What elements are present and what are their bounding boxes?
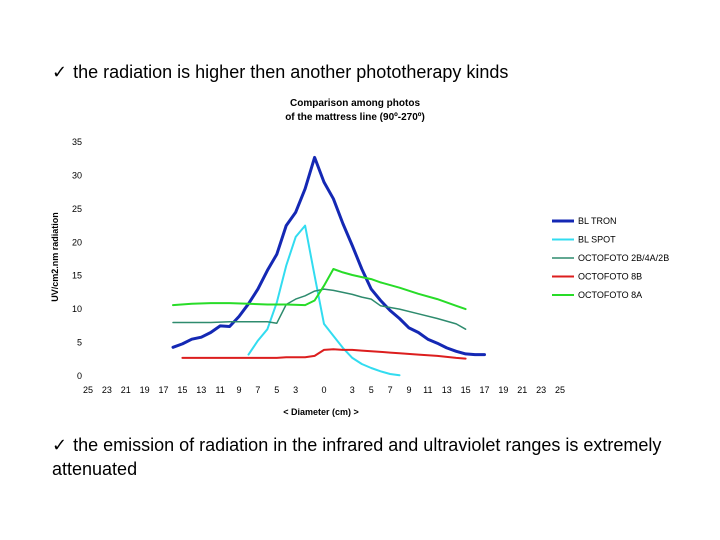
x-tick-label: 21 [517, 385, 527, 395]
chart-title-line1: Comparison among photos [290, 98, 420, 109]
y-tick-label: 0 [77, 371, 82, 381]
x-tick-label: 7 [255, 385, 260, 395]
y-axis-label: UV/cm2.nm radiation [50, 212, 60, 302]
x-tick-label: 17 [479, 385, 489, 395]
x-tick-label: 5 [274, 385, 279, 395]
x-tick-label: 13 [442, 385, 452, 395]
x-tick-label: 9 [406, 385, 411, 395]
x-tick-label: 11 [423, 385, 432, 395]
x-tick-label: 15 [461, 385, 471, 395]
legend-label: OCTOFOTO 8B [578, 272, 642, 282]
x-tick-label: 9 [237, 385, 242, 395]
y-tick-label: 10 [72, 304, 82, 314]
y-tick-label: 25 [72, 204, 82, 214]
legend-label: OCTOFOTO 8A [578, 290, 642, 300]
x-tick-label: 13 [196, 385, 206, 395]
x-tick-label: 19 [498, 385, 508, 395]
series-line [181, 348, 467, 360]
x-tick-label: 7 [388, 385, 393, 395]
x-tick-label: 5 [369, 385, 374, 395]
y-tick-label: 30 [72, 170, 82, 180]
legend-label: OCTOFOTO 2B/4A/2B [578, 253, 669, 263]
series-line [171, 155, 486, 357]
x-tick-label: 23 [102, 385, 112, 395]
series-line [247, 224, 401, 377]
x-tick-label: 3 [293, 385, 298, 395]
y-tick-label: 15 [72, 271, 82, 281]
x-tick-label: 25 [555, 385, 565, 395]
x-axis-label: < Diameter (cm) > [283, 407, 359, 417]
x-tick-label: 21 [121, 385, 131, 395]
x-tick-label: 0 [321, 385, 326, 395]
bullet-point-emission: ✓ the emission of radiation in the infrar… [52, 433, 672, 481]
x-tick-label: 11 [215, 385, 224, 395]
bullet-point-radiation: ✓ the radiation is higher then another ph… [52, 60, 508, 84]
chart-title: Comparison among photos of the mattress … [250, 97, 460, 125]
series-line [172, 268, 467, 311]
x-tick-label: 15 [177, 385, 187, 395]
bullet-text-radiation: the radiation is higher then another pho… [73, 62, 509, 82]
legend-label: BL SPOT [578, 235, 616, 245]
series-line [172, 288, 467, 330]
x-tick-label: 25 [83, 385, 93, 395]
y-tick-label: 20 [72, 237, 82, 247]
y-tick-label: 5 [77, 338, 82, 348]
x-tick-label: 17 [159, 385, 169, 395]
legend-label: BL TRON [578, 216, 617, 226]
checkmark-icon: ✓ [52, 62, 68, 82]
x-tick-label: 19 [140, 385, 150, 395]
x-tick-label: 23 [536, 385, 546, 395]
x-tick-label: 3 [350, 385, 355, 395]
bullet-text-emission: the emission of radiation in the infrare… [52, 435, 662, 479]
checkmark-icon: ✓ [52, 435, 68, 455]
y-tick-label: 35 [72, 137, 82, 147]
chart-title-line2: of the mattress line (90º-270º) [285, 112, 425, 123]
